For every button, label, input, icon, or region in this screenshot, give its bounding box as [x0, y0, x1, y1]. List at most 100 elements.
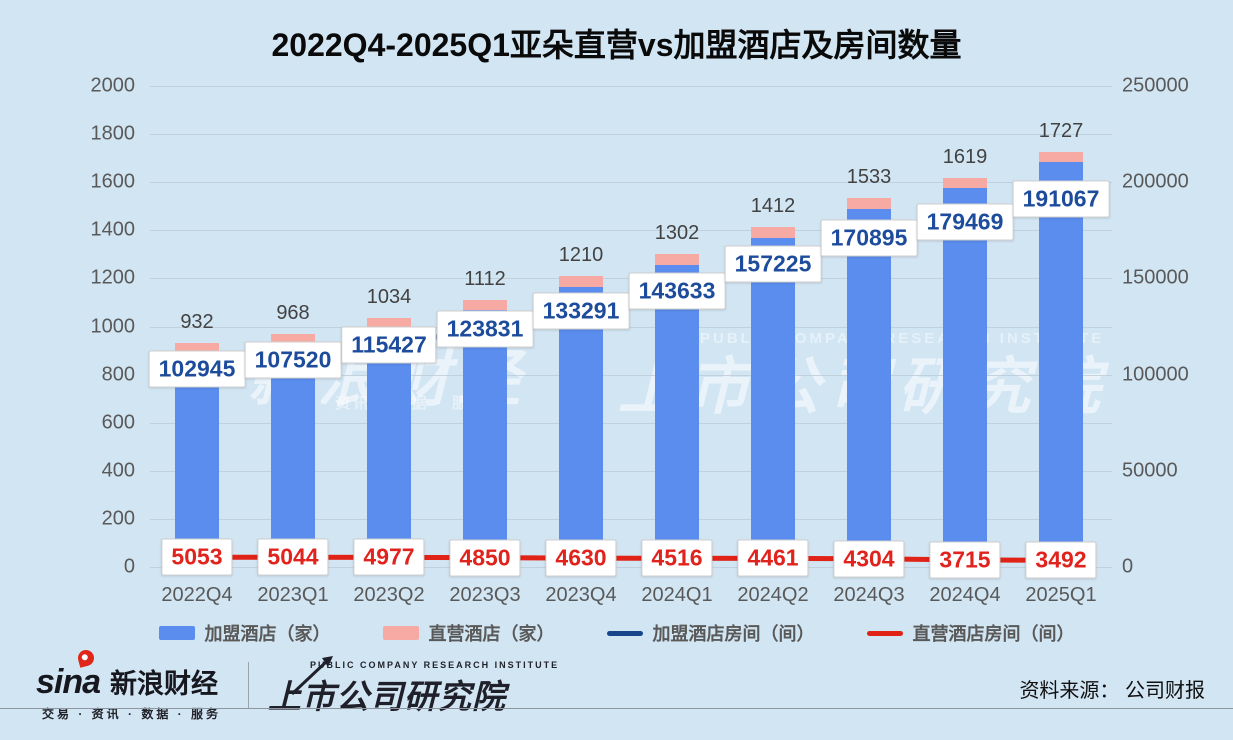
- line-point-label: 170895: [820, 219, 918, 257]
- bar-direct-hotels: [847, 198, 891, 210]
- line-point-label: 4516: [641, 539, 713, 577]
- x-axis-label: 2023Q1: [257, 584, 329, 606]
- line-point-label: 107520: [244, 341, 342, 379]
- bar-franchise-hotels: [655, 264, 699, 567]
- gridline: [150, 518, 1112, 520]
- pcri-en-name: PUBLIC COMPANY RESEARCH INSTITUTE: [310, 660, 560, 670]
- legend-label: 加盟酒店房间（间）: [652, 624, 815, 644]
- line-point-label: 4461: [737, 539, 809, 577]
- gridline: [150, 374, 1112, 376]
- bar-total-label: 1034: [366, 286, 412, 309]
- line-point-label: 133291: [532, 292, 630, 330]
- line-point-label: 102945: [148, 350, 246, 388]
- x-axis-label: 2023Q2: [353, 584, 425, 606]
- right-axis-tick: 0: [1122, 555, 1134, 578]
- sina-wordmark: sina: [36, 663, 101, 701]
- right-axis-tick: 250000: [1122, 74, 1189, 97]
- right-axis-tick: 100000: [1122, 363, 1189, 386]
- left-axis-tick: 1800: [90, 122, 136, 145]
- pcri-cn-name: 上市公司研究院: [268, 656, 559, 718]
- x-axis-label: 2024Q4: [929, 584, 1001, 606]
- gridline: [150, 422, 1112, 424]
- line-point-label: 4850: [449, 539, 521, 577]
- right-axis-tick: 150000: [1122, 266, 1189, 289]
- legend-item: 直营酒店（家）: [382, 620, 555, 646]
- x-axis-label: 2022Q4: [161, 584, 233, 606]
- legend-swatch-icon: [866, 630, 903, 636]
- gridline: [150, 567, 1112, 568]
- right-axis-tick: 50000: [1122, 459, 1178, 482]
- x-axis-label: 2025Q1: [1025, 584, 1097, 606]
- legend-label: 直营酒店（家）: [428, 624, 555, 644]
- left-axis-tick: 2000: [90, 74, 136, 97]
- bar-franchise-hotels: [175, 353, 219, 567]
- left-axis-tick: 1400: [90, 218, 136, 241]
- legend-label: 直营酒店房间（间）: [912, 624, 1075, 644]
- sina-tagline: 交易 · 资讯 · 数据 · 服务: [42, 707, 221, 721]
- bar-total-label: 1727: [1038, 119, 1084, 142]
- x-axis-label: 2024Q3: [833, 584, 905, 606]
- left-axis-tick: 1200: [90, 266, 136, 289]
- bar-franchise-hotels: [463, 310, 507, 567]
- bar-direct-hotels: [559, 275, 603, 287]
- pcri-arrow-icon: [290, 656, 333, 696]
- bar-total-label: 1112: [464, 267, 506, 290]
- sina-finance-logo: sina 新浪财经 交易 · 资讯 · 数据 · 服务: [36, 648, 221, 722]
- x-axis-label: 2023Q4: [545, 584, 617, 606]
- line-point-label: 143633: [628, 272, 726, 310]
- x-axis-label: 2023Q3: [449, 584, 521, 606]
- right-axis-tick: 200000: [1122, 170, 1189, 193]
- line-point-label: 3715: [929, 541, 1001, 579]
- footer: sina 新浪财经 交易 · 资讯 · 数据 · 服务 PUBLIC COMPA…: [0, 648, 1233, 721]
- x-axis-label: 2024Q2: [737, 584, 809, 606]
- left-axis-tick: 800: [101, 363, 135, 386]
- bar-total-label: 1412: [750, 195, 796, 218]
- gridline: [150, 86, 1112, 87]
- bar-total-label: 1619: [942, 145, 988, 168]
- bar-total-label: 1210: [558, 243, 604, 266]
- line-point-label: 4977: [353, 538, 425, 576]
- footer-divider: [248, 662, 249, 708]
- bar-total-label: 1302: [654, 221, 700, 244]
- sina-cn-name: 新浪财经: [110, 669, 219, 699]
- bar-direct-hotels: [1039, 151, 1083, 163]
- legend-item: 加盟酒店（家）: [158, 620, 331, 646]
- line-point-label: 157225: [724, 245, 822, 283]
- legend-swatch-icon: [382, 626, 419, 640]
- line-point-label: 191067: [1012, 180, 1110, 218]
- bar-direct-hotels: [751, 227, 795, 239]
- legend-item: 直营酒店房间（间）: [866, 620, 1075, 646]
- left-axis-tick: 600: [101, 411, 135, 434]
- legend-label: 加盟酒店（家）: [204, 624, 331, 644]
- pcri-logo: PUBLIC COMPANY RESEARCH INSTITUTE 上市公司研究…: [268, 656, 560, 718]
- line-point-label: 5044: [257, 538, 329, 576]
- x-axis-label: 2024Q1: [641, 584, 713, 606]
- footer-rule: [0, 708, 1233, 709]
- line-point-label: 123831: [436, 310, 534, 348]
- line-point-label: 179469: [916, 203, 1014, 241]
- data-source-label: 资料来源： 公司财报: [1019, 680, 1205, 702]
- bar-franchise-hotels: [367, 329, 411, 567]
- legend-item: 加盟酒店房间（间）: [606, 620, 815, 646]
- line-point-label: 5053: [161, 538, 233, 576]
- legend-swatch-icon: [606, 630, 643, 636]
- line-point-label: 3492: [1025, 541, 1097, 579]
- bar-total-label: 1533: [846, 166, 892, 189]
- bar-franchise-hotels: [271, 345, 315, 567]
- line-point-label: 4630: [545, 539, 617, 577]
- left-axis-tick: 0: [123, 555, 135, 578]
- gridline: [150, 134, 1112, 136]
- bar-franchise-hotels: [1039, 162, 1083, 567]
- gridline: [150, 470, 1112, 472]
- left-axis-tick: 200: [101, 507, 135, 530]
- chart-legend: 加盟酒店（家） 直营酒店（家） 加盟酒店房间（间） 直营酒店房间（间）: [0, 620, 1233, 646]
- legend-swatch-icon: [158, 626, 195, 640]
- chart-title: 2022Q4-2025Q1亚朵直营vs加盟酒店及房间数量: [271, 27, 962, 63]
- line-point-label: 115427: [341, 326, 437, 364]
- gridline: [150, 182, 1112, 184]
- left-axis-tick: 400: [101, 459, 135, 482]
- bar-total-label: 968: [276, 302, 310, 325]
- left-axis-tick: 1600: [90, 170, 136, 193]
- left-axis-tick: 1000: [90, 315, 136, 337]
- line-point-label: 4304: [833, 540, 905, 578]
